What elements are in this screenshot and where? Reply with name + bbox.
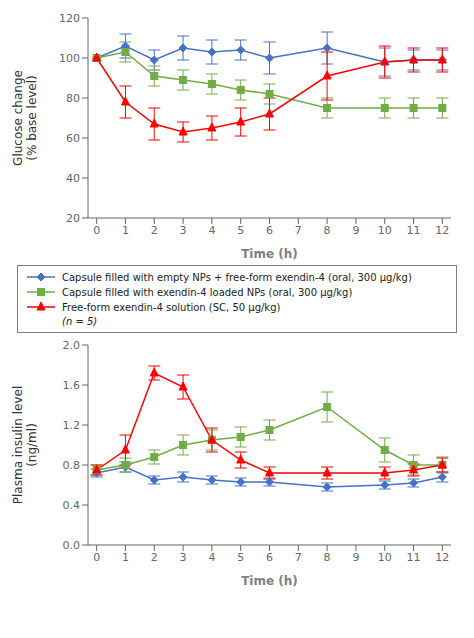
svg-text:5: 5	[237, 551, 244, 564]
svg-text:60: 60	[66, 132, 80, 145]
svg-text:40: 40	[66, 172, 80, 185]
html-text:Capsule filled with exendin-4: Capsule filled with exendin-4 loaded NPs…	[62, 286, 353, 298]
svg-text:8: 8	[324, 551, 331, 564]
html-text:Capsule filled with empty NPs: Capsule filled with empty NPs + free-for…	[62, 271, 412, 283]
svg-text:0.8: 0.8	[63, 459, 81, 472]
svg-text:12: 12	[435, 224, 449, 237]
svg-text:7: 7	[295, 224, 302, 237]
svg-text:12: 12	[435, 551, 449, 564]
svg-text:0.0: 0.0	[63, 539, 81, 552]
svg-text:Plasma insulin level(ng/ml): Plasma insulin level(ng/ml)	[11, 386, 39, 504]
svg-text:20: 20	[66, 212, 80, 225]
svg-text:Time (h): Time (h)	[241, 247, 298, 261]
svg-text:11: 11	[407, 224, 421, 237]
svg-text:10: 10	[378, 551, 392, 564]
svg-text:2.0: 2.0	[63, 339, 81, 352]
svg-text:4: 4	[208, 224, 215, 237]
svg-text:0: 0	[93, 224, 100, 237]
svg-text:Time (h): Time (h)	[241, 574, 298, 588]
html-text:Free-form exendin-4 solution (: Free-form exendin-4 solution (SC, 50 μg/…	[62, 301, 281, 313]
svg-text:0.4: 0.4	[63, 499, 81, 512]
svg-text:2: 2	[151, 551, 158, 564]
svg-text:3: 3	[180, 551, 187, 564]
svg-text:1: 1	[122, 551, 129, 564]
svg-text:120: 120	[59, 12, 80, 25]
svg-text:2: 2	[151, 224, 158, 237]
svg-text:9: 9	[352, 224, 359, 237]
svg-text:0: 0	[93, 551, 100, 564]
svg-text:9: 9	[352, 551, 359, 564]
svg-text:6: 6	[266, 551, 273, 564]
svg-text:6: 6	[266, 224, 273, 237]
svg-text:10: 10	[378, 224, 392, 237]
svg-text:Glucose change(% base level): Glucose change(% base level)	[11, 70, 39, 166]
svg-text:1.6: 1.6	[63, 379, 81, 392]
svg-text:80: 80	[66, 92, 80, 105]
svg-text:5: 5	[237, 224, 244, 237]
html-text:(n = 5): (n = 5)	[62, 316, 98, 327]
svg-text:4: 4	[208, 551, 215, 564]
svg-text:8: 8	[324, 224, 331, 237]
svg-text:1.2: 1.2	[63, 419, 81, 432]
svg-text:3: 3	[180, 224, 187, 237]
svg-text:1: 1	[122, 224, 129, 237]
svg-text:100: 100	[59, 52, 80, 65]
svg-text:11: 11	[407, 551, 421, 564]
svg-text:7: 7	[295, 551, 302, 564]
